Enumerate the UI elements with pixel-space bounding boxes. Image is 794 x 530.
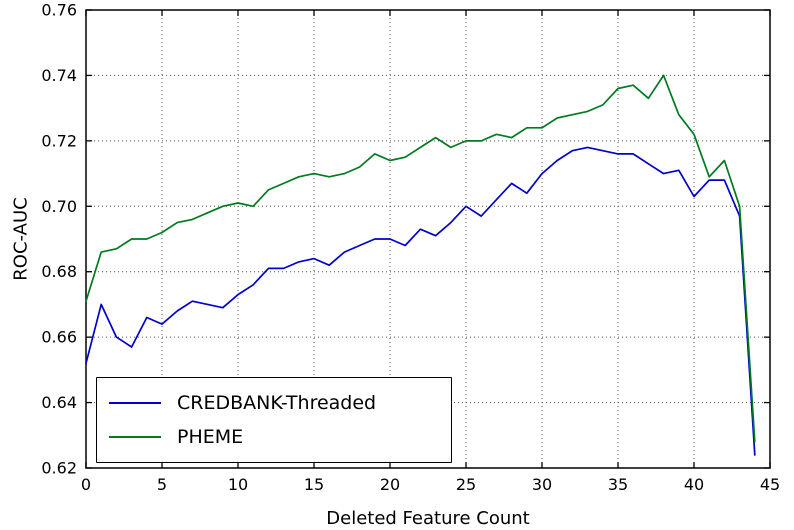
svg-text:30: 30 (532, 475, 552, 494)
svg-text:0.66: 0.66 (41, 328, 77, 347)
svg-text:10: 10 (228, 475, 248, 494)
svg-text:0: 0 (81, 475, 91, 494)
svg-text:0.68: 0.68 (41, 262, 77, 281)
svg-text:5: 5 (157, 475, 167, 494)
legend-line-pheme (109, 436, 161, 438)
svg-text:20: 20 (380, 475, 400, 494)
svg-text:0.74: 0.74 (41, 66, 77, 85)
svg-text:35: 35 (608, 475, 628, 494)
svg-text:25: 25 (456, 475, 476, 494)
svg-text:0.76: 0.76 (41, 1, 77, 20)
legend-label-credbank: CREDBANK-Threaded (177, 392, 377, 414)
svg-text:0.62: 0.62 (41, 459, 77, 478)
svg-text:15: 15 (304, 475, 324, 494)
svg-text:0.64: 0.64 (41, 393, 77, 412)
svg-text:0.72: 0.72 (41, 131, 77, 150)
legend-item-credbank: CREDBANK-Threaded (109, 386, 439, 420)
svg-text:40: 40 (684, 475, 704, 494)
legend: CREDBANK-Threaded PHEME (96, 377, 452, 463)
svg-text:0.70: 0.70 (41, 197, 77, 216)
legend-label-pheme: PHEME (177, 426, 244, 448)
legend-item-pheme: PHEME (109, 420, 439, 454)
legend-line-credbank (109, 402, 161, 404)
svg-text:45: 45 (760, 475, 780, 494)
y-axis-label: ROC-AUC (10, 197, 32, 281)
x-axis-label: Deleted Feature Count (326, 508, 530, 529)
